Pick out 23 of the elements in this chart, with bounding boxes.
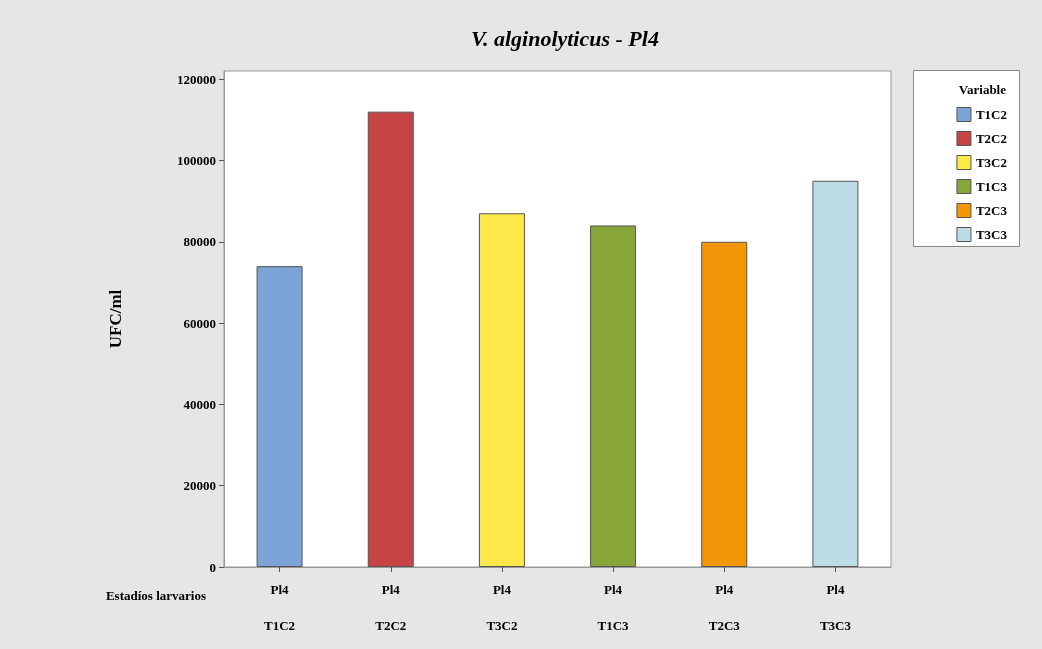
legend-label: T3C3 [975,227,1008,242]
y-tick-label: 20000 [183,478,216,494]
category-label: Pl4 T1C2 [264,581,296,633]
legend-label: T3C2 [975,155,1007,170]
x-axis-title: Estadíos larvarios [105,588,206,603]
chart-title: V. alginolyticus - Pl4 [471,25,659,51]
y-axis-title: UFC/ml [106,289,125,349]
legend-label: T1C2 [975,107,1007,122]
y-tick-label: 100000 [177,152,216,168]
legend-title: Variable [958,82,1007,97]
category-label: Pl4 T3C2 [486,581,518,633]
category-label: Pl4 T2C3 [708,581,740,633]
y-tick-label: 0 [209,559,216,575]
y-tick-label: 40000 [183,396,216,412]
category-label: Pl4 T1C3 [597,581,629,633]
legend-label: T2C2 [975,131,1007,146]
legend-label: T1C3 [975,179,1008,194]
y-tick-label: 120000 [177,71,216,87]
y-tick-label: 60000 [183,315,216,331]
y-tick-label: 80000 [183,234,216,250]
legend-label: T2C3 [975,203,1008,218]
category-label: Pl4 T3C3 [819,581,851,633]
category-label: Pl4 T2C2 [375,581,407,633]
